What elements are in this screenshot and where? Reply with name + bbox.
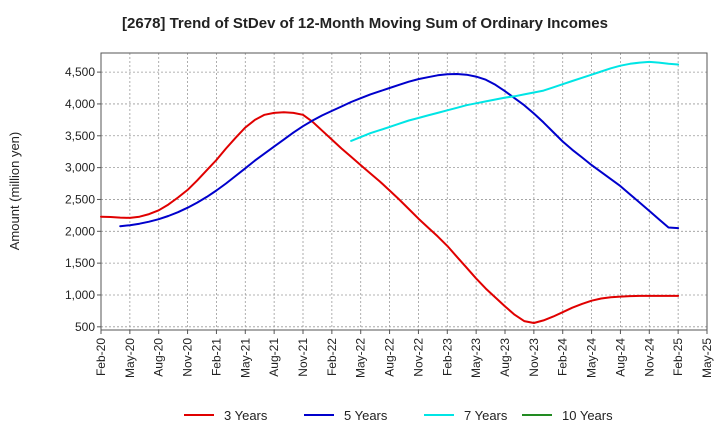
x-tick-label: Aug-20 — [152, 338, 166, 377]
x-axis-ticks: Feb-20 May-20 Aug-20 Nov-20 Feb-21 May-21 Aug-… — [94, 330, 714, 378]
x-tick-label: Nov-20 — [181, 338, 195, 377]
y-tick-label: 2,000 — [65, 224, 95, 238]
legend-label-3-years: 3 Years — [224, 408, 268, 423]
y-axis-label: Amount (million yen) — [7, 132, 22, 251]
series-line-5-years — [119, 73, 680, 230]
legend-label-7-years: 7 Years — [464, 408, 508, 423]
x-tick-label: Feb-21 — [209, 338, 223, 376]
x-tick-label: Aug-23 — [498, 338, 512, 377]
x-tick-label: Feb-23 — [440, 338, 454, 376]
y-tick-label: 1,500 — [65, 256, 95, 270]
series-line-3-years — [100, 111, 680, 324]
y-tick-label: 2,500 — [65, 192, 95, 206]
y-tick-label: 3,500 — [65, 129, 95, 143]
legend-label-5-years: 5 Years — [344, 408, 388, 423]
chart-title: [2678] Trend of StDev of 12-Month Moving… — [122, 15, 608, 32]
x-tick-label: May-25 — [700, 338, 714, 378]
x-tick-label: Nov-21 — [296, 338, 310, 377]
y-tick-label: 4,500 — [65, 65, 95, 79]
y-tick-label: 1,000 — [65, 288, 95, 302]
legend: 3 Years 5 Years 7 Years 10 Years — [184, 408, 613, 423]
x-tick-label: May-22 — [354, 338, 368, 378]
grid-lines — [100, 53, 708, 330]
x-tick-label: May-20 — [123, 338, 137, 378]
x-tick-label: Feb-22 — [325, 338, 339, 376]
series-lines — [100, 60, 680, 324]
y-tick-label: 500 — [75, 320, 95, 334]
y-tick-label: 3,000 — [65, 161, 95, 175]
y-axis-ticks: 500 1,000 1,500 2,000 2,500 3,000 3,500 4,000 4,… — [65, 65, 101, 334]
legend-label-10-years: 10 Years — [562, 408, 613, 423]
x-tick-label: Nov-24 — [642, 338, 656, 377]
x-tick-label: Aug-21 — [267, 338, 281, 377]
y-tick-label: 4,000 — [65, 97, 95, 111]
x-tick-label: Feb-24 — [556, 338, 570, 376]
x-tick-label: May-21 — [238, 338, 252, 378]
x-tick-label: Feb-20 — [94, 338, 108, 376]
plot-area-frame — [100, 52, 708, 331]
x-tick-label: Aug-24 — [613, 338, 627, 377]
x-tick-label: Nov-22 — [411, 338, 425, 377]
x-tick-label: May-23 — [469, 338, 483, 378]
x-tick-label: Aug-22 — [383, 338, 397, 377]
x-tick-label: Feb-25 — [671, 338, 685, 376]
x-tick-label: Nov-23 — [527, 338, 541, 377]
series-line-7-years — [350, 60, 680, 142]
x-tick-label: May-24 — [585, 338, 599, 378]
